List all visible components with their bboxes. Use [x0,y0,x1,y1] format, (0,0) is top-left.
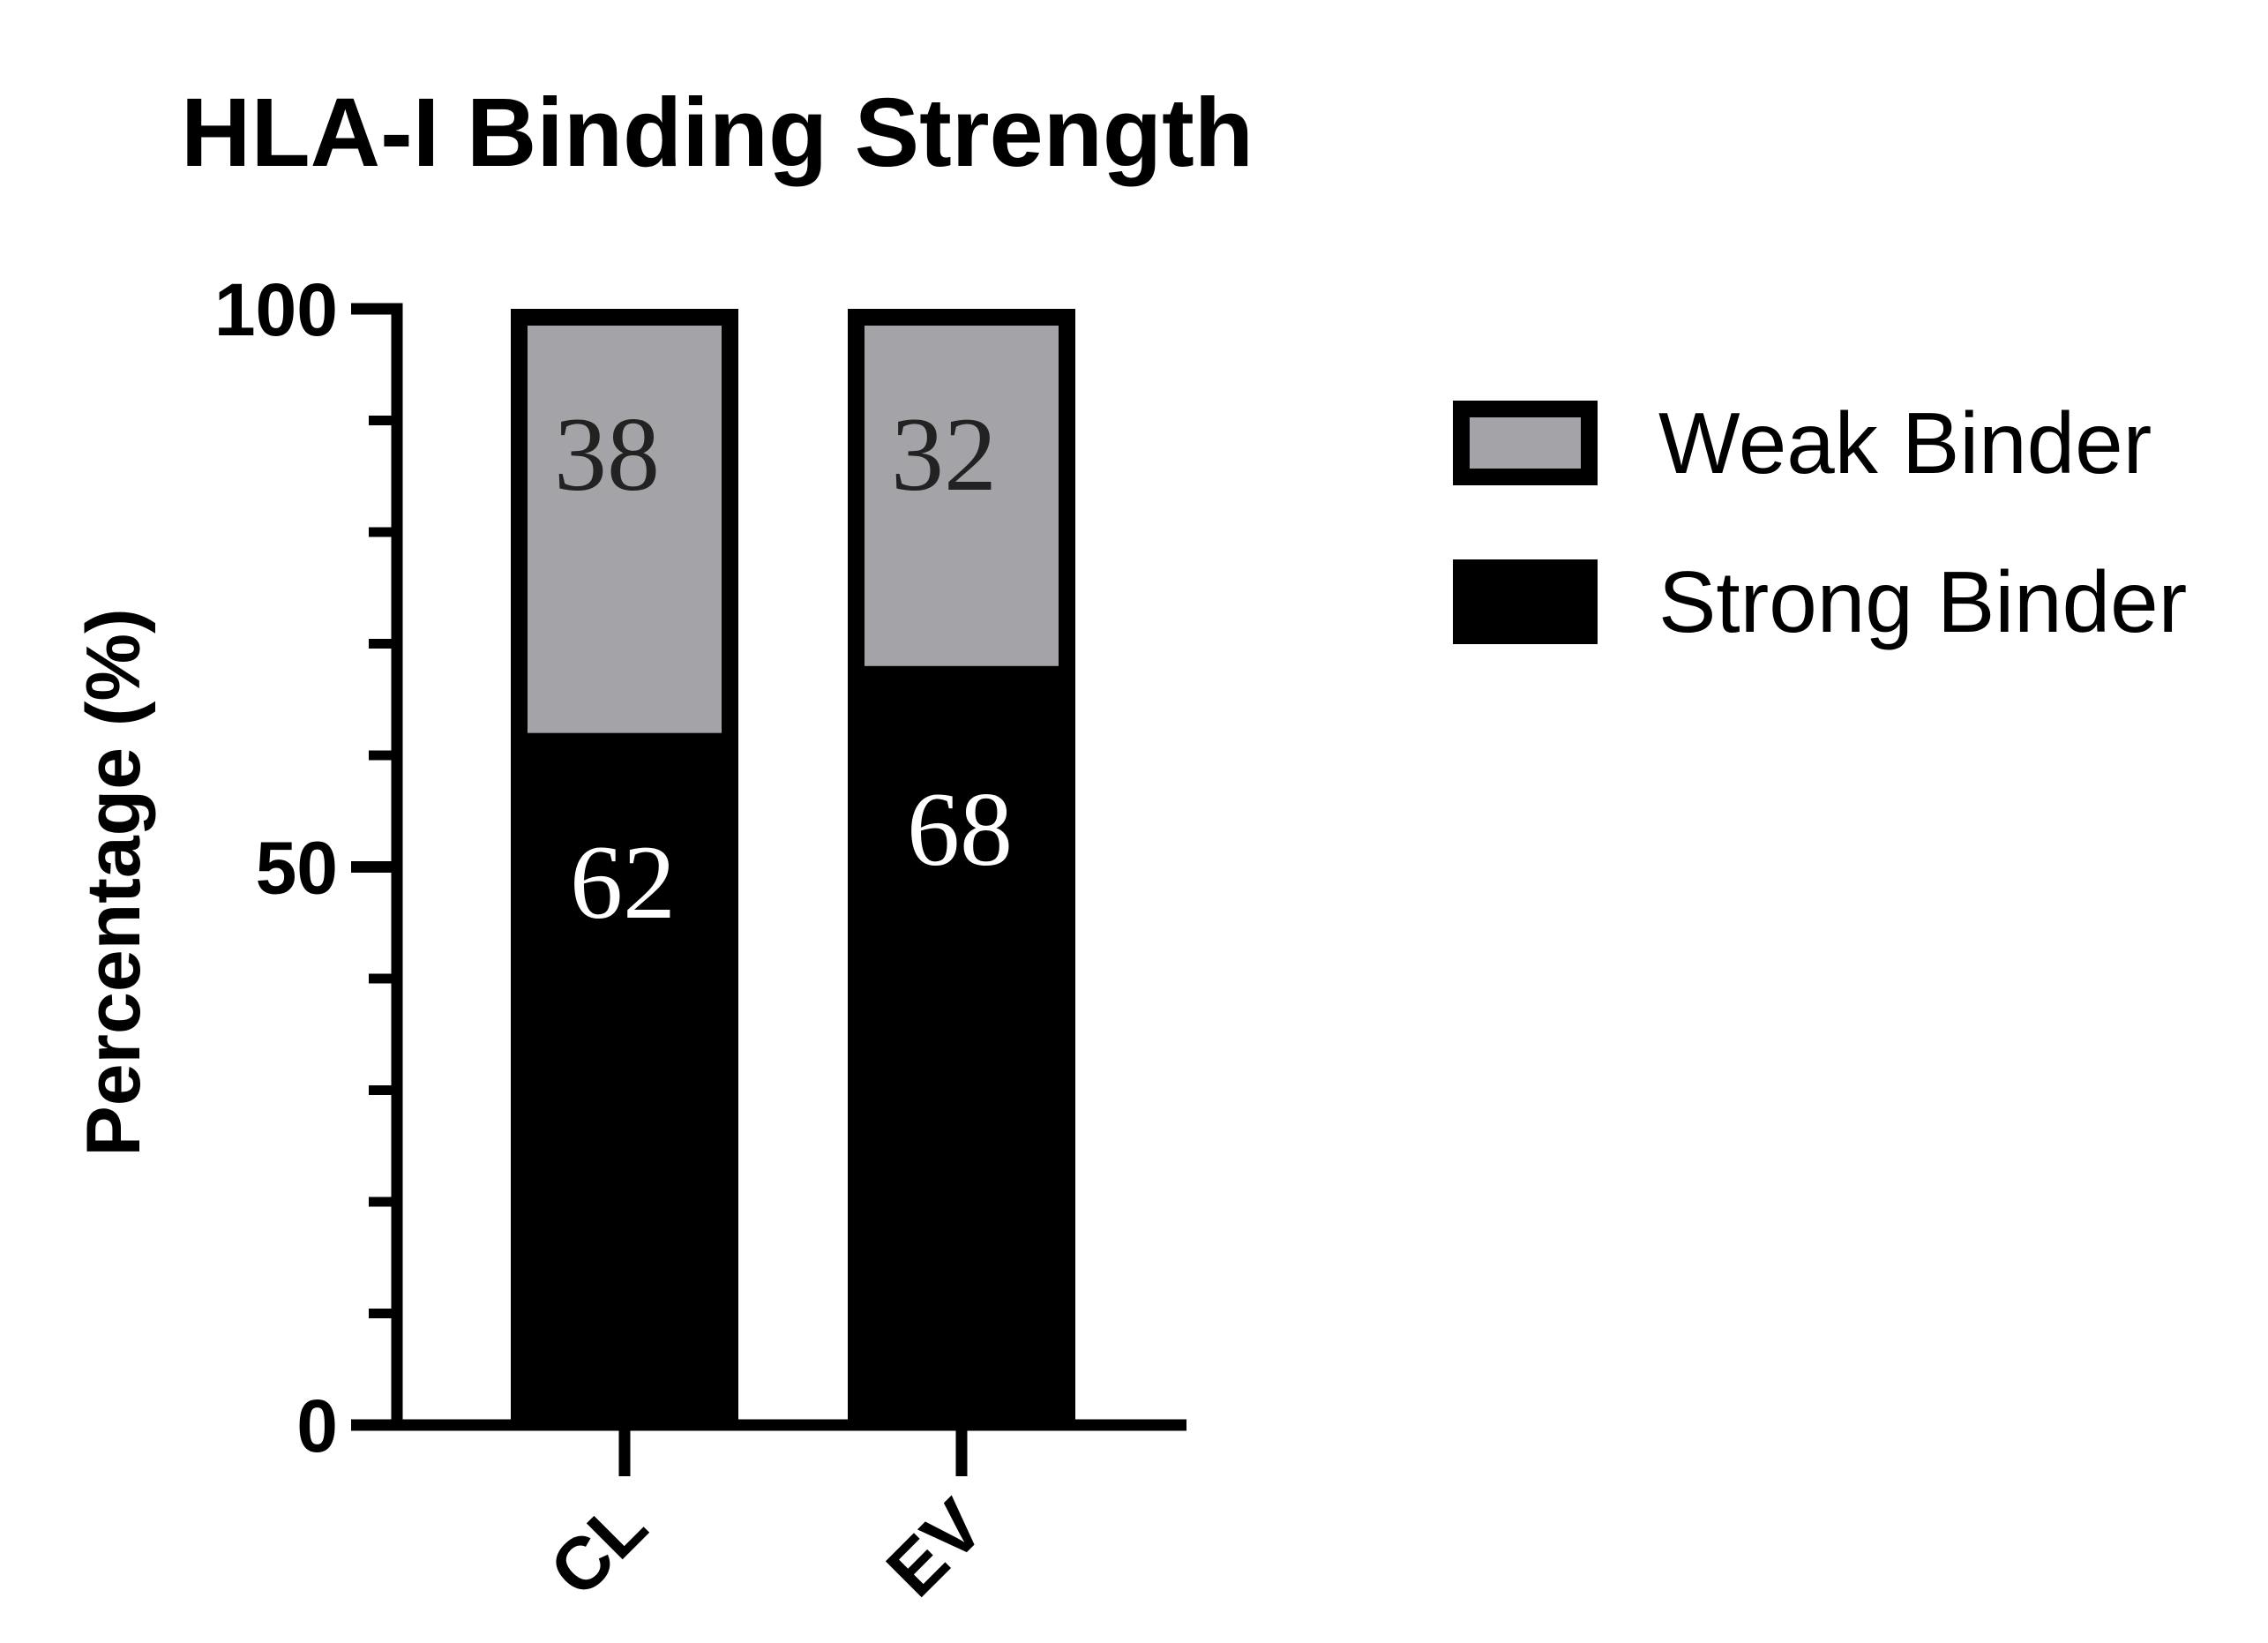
bar-segment-weak [528,326,722,733]
legend-swatch [1453,559,1598,644]
chart-title: HLA-I Binding Strength [181,79,1254,187]
bar-segment-strong [848,665,1075,1425]
x-tick-label: CL [534,1483,662,1612]
bar-segment-strong [511,732,738,1425]
data-label-weak: 38 [554,395,660,513]
y-axis-title: Percentage (%) [71,608,156,1156]
data-label-strong: 62 [570,823,676,941]
y-tick-label: 50 [256,827,338,910]
legend: Weak Binder Strong Binder [1453,394,2187,650]
data-label-weak: 32 [891,395,997,513]
data-label-strong: 68 [907,770,1013,888]
x-tick-label: EV [871,1483,999,1612]
legend-label: Strong Binder [1658,553,2187,650]
legend-swatch-fill [1470,417,1581,469]
plot-area: 0 50 100 CL EV 38 62 32 68 [214,268,1186,1612]
bar-segment-weak [865,326,1059,666]
y-tick-label: 100 [214,268,338,351]
legend-label: Weak Binder [1658,394,2152,491]
y-tick-label: 0 [296,1384,338,1467]
